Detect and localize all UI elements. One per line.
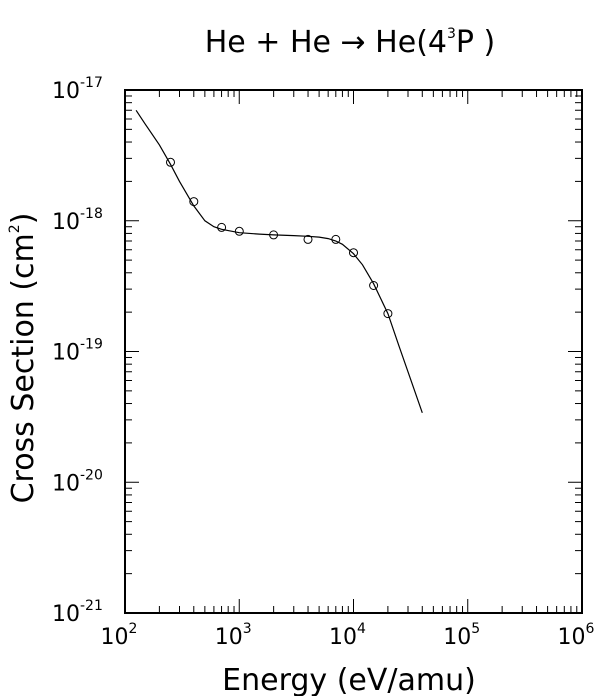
y-tick-label: 10-21	[52, 598, 103, 627]
data-point	[331, 234, 341, 244]
x-axis-label: Energy (eV/amu)	[222, 663, 476, 696]
y-tick-label: 10-19	[52, 337, 103, 366]
x-tick-label: 105	[443, 621, 480, 650]
fit-curve-layer	[135, 109, 423, 413]
x-tick-label: 104	[329, 621, 366, 650]
data-points-layer	[166, 157, 393, 319]
plot-frame	[124, 89, 583, 614]
data-point	[349, 248, 358, 258]
y-tick-label: 10-18	[52, 206, 103, 235]
chart-title: He + He → He(43P )	[205, 25, 496, 60]
data-point	[166, 157, 175, 167]
data-point	[383, 309, 393, 319]
x-tick-label: 103	[215, 621, 252, 650]
data-point	[234, 226, 244, 236]
fit-curve	[135, 109, 423, 413]
data-point	[303, 234, 313, 244]
x-tick-label: 106	[558, 621, 595, 650]
y-tick-label: 10-17	[52, 75, 103, 104]
data-point	[269, 230, 279, 240]
y-tick-label: 10-20	[52, 467, 103, 496]
data-point	[189, 197, 199, 207]
data-point	[369, 281, 379, 290]
data-point	[217, 222, 227, 232]
y-axis-label: Cross Section (cm2)	[6, 213, 41, 504]
x-tick-label: 102	[101, 621, 138, 650]
axes: 102 103 104 105 106 10-21 10-20 10-19 10-18 10-17	[52, 75, 595, 650]
